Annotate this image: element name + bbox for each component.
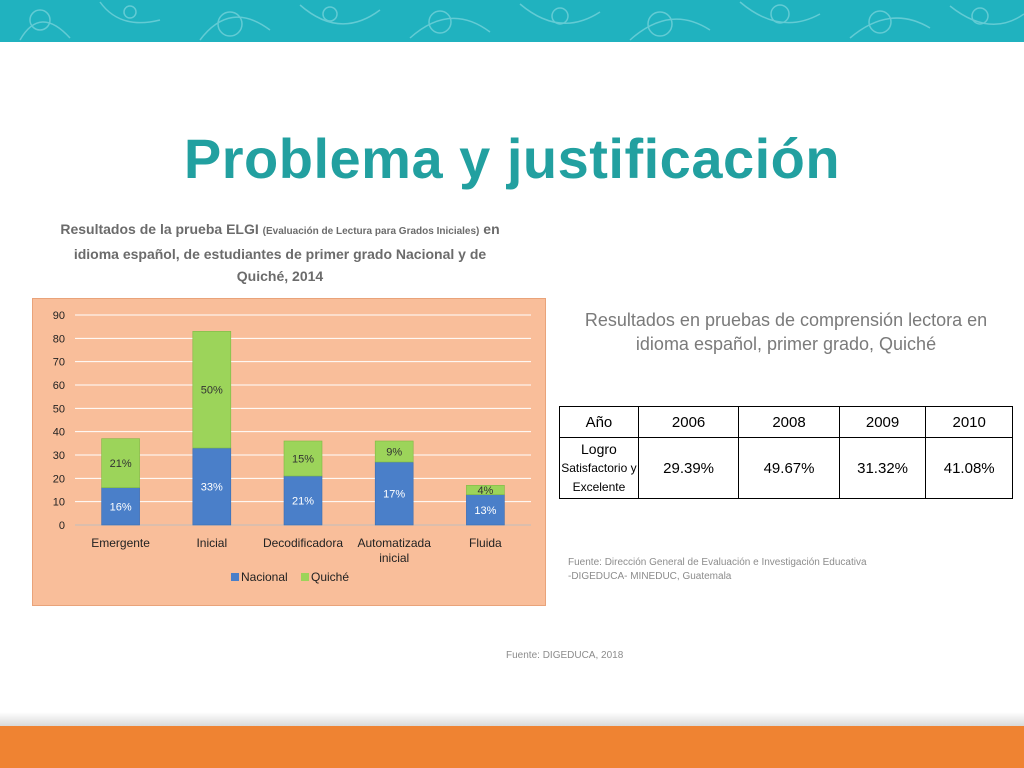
y-tick-label: 0: [59, 520, 65, 532]
data-label: 33%: [201, 482, 223, 494]
table-source-line2: -DIGEDUCA- MINEDUC, Guatemala: [568, 571, 732, 582]
data-label: 17%: [383, 489, 405, 501]
row-label-main: Logro: [581, 441, 617, 457]
x-tick-label: Emergente: [91, 536, 150, 550]
chart-title: Resultados de la prueba ELGI (Evaluación…: [60, 218, 500, 287]
value-cell: 49.67%: [738, 437, 840, 499]
data-label: 4%: [477, 485, 493, 497]
y-tick-label: 30: [53, 450, 65, 462]
bottom-accent-bar: [0, 726, 1024, 768]
value-cell: 29.39%: [637, 437, 740, 499]
x-tick-label: Automatizada: [358, 536, 432, 550]
bar-quiché: [374, 440, 414, 463]
floral-pattern-icon: [19, 1, 1024, 41]
bottom-shadow: [0, 712, 1024, 726]
table-header-row: Año 2006 2008 2009 2010: [559, 406, 1013, 438]
row-label-cell: Logro Satisfactorio y Excelente: [559, 437, 639, 499]
table-caption: Resultados en pruebas de comprensión lec…: [584, 310, 988, 354]
slide-title: Problema y justificación: [183, 127, 841, 190]
y-tick-label: 90: [53, 310, 65, 322]
y-tick-label: 20: [53, 473, 65, 485]
y-tick-label: 50: [53, 403, 65, 415]
y-tick-label: 10: [53, 497, 65, 509]
legend-swatch: [301, 573, 309, 581]
data-label: 13%: [474, 505, 496, 517]
chart-title-small: (Evaluación de Lectura para Grados Inici…: [262, 226, 480, 237]
header-cell: 2010: [925, 406, 1013, 438]
y-tick-label: 70: [53, 357, 65, 369]
legend-label: Quiché: [311, 570, 349, 584]
data-label: 21%: [292, 496, 314, 508]
table-source: Fuente: Dirección General de Evaluación …: [568, 556, 867, 584]
legend-swatch: [231, 573, 239, 581]
data-label: 50%: [201, 385, 223, 397]
bar-nacional: [192, 447, 232, 526]
y-tick-label: 60: [53, 380, 65, 392]
table-source-line1: Fuente: Dirección General de Evaluación …: [568, 557, 867, 568]
data-label: 21%: [110, 458, 132, 470]
y-tick-label: 80: [53, 333, 65, 345]
header-cell: 2006: [637, 406, 740, 438]
bar-quiché: [192, 331, 232, 449]
header-cell: Año: [559, 406, 639, 438]
bar-nacional: [283, 475, 323, 526]
data-label: 16%: [110, 501, 132, 513]
x-tick-label: inicial: [379, 551, 409, 565]
legend-label: Nacional: [241, 570, 288, 584]
results-table: Año 2006 2008 2009 2010 Logro Satisfacto…: [559, 406, 1013, 499]
data-label: 9%: [386, 447, 402, 459]
data-label: 15%: [292, 454, 314, 466]
chart-title-part2: en idioma español, de estudiantes de pri…: [73, 221, 500, 284]
value-cell: 31.32%: [838, 437, 927, 499]
stacked-bar-chart: 0 10 20 30 40 50 60 70 80 90 16% 21% Emergente 33% 50%…: [32, 298, 546, 606]
chart-canvas: 0 10 20 30 40 50 60 70 80 90 16% 21% Emergente 33% 50%…: [53, 310, 531, 584]
header-cell: 2009: [838, 406, 927, 438]
x-tick-label: Fluida: [469, 536, 502, 550]
bar-quiché: [101, 438, 140, 488]
row-label-sub: Satisfactorio y Excelente: [561, 461, 637, 494]
x-tick-label: Decodificadora: [263, 536, 343, 550]
bar-quiché: [283, 440, 323, 477]
table-row: Logro Satisfactorio y Excelente 29.39% 4…: [559, 437, 1013, 499]
y-tick-label: 40: [53, 427, 65, 439]
x-tick-label: Inicial: [196, 536, 227, 550]
chart-title-part1: Resultados de la prueba ELGI: [60, 221, 263, 237]
slide-source: Fuente: DIGEDUCA, 2018: [506, 650, 624, 661]
header-cell: 2008: [738, 406, 840, 438]
bar-nacional: [374, 461, 414, 526]
top-decorative-banner: [0, 0, 1024, 42]
bar-quiché: [466, 485, 505, 495]
value-cell: 41.08%: [925, 437, 1013, 499]
